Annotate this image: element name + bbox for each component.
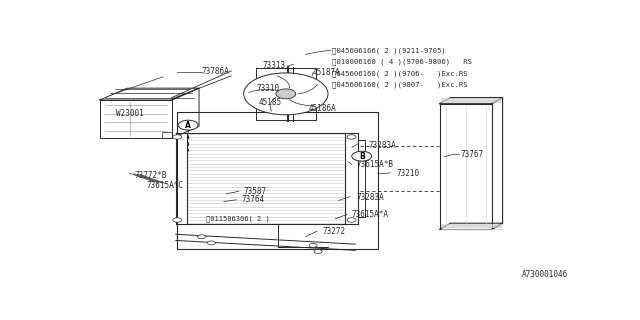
- Text: 73283A: 73283A: [356, 193, 385, 202]
- Text: 73283A: 73283A: [369, 141, 396, 150]
- Text: 45187A: 45187A: [312, 68, 340, 77]
- Circle shape: [352, 151, 372, 161]
- Text: Ⓑ010006160 ( 4 )(9706-9806)   RS: Ⓑ010006160 ( 4 )(9706-9806) RS: [332, 59, 472, 65]
- Text: 73310: 73310: [256, 84, 279, 93]
- Text: 73615A*C: 73615A*C: [147, 180, 184, 189]
- Text: 45185: 45185: [259, 99, 282, 108]
- Text: 45186A: 45186A: [308, 104, 336, 113]
- Circle shape: [198, 235, 205, 239]
- Text: Ⓑ011506306( 2 ): Ⓑ011506306( 2 ): [207, 215, 270, 222]
- Circle shape: [276, 89, 296, 99]
- Text: B: B: [359, 152, 365, 161]
- Circle shape: [173, 135, 182, 139]
- Circle shape: [173, 218, 182, 222]
- Text: 73764: 73764: [241, 195, 264, 204]
- Text: 73615A*A: 73615A*A: [352, 210, 389, 219]
- Text: Ⓑ045606160( 2 )(9807-   )Exc.RS: Ⓑ045606160( 2 )(9807- )Exc.RS: [332, 81, 468, 88]
- Text: 73272: 73272: [322, 227, 345, 236]
- Circle shape: [347, 135, 356, 139]
- Circle shape: [347, 218, 356, 222]
- Circle shape: [244, 73, 328, 115]
- Text: 73210: 73210: [396, 169, 420, 178]
- Circle shape: [314, 250, 322, 253]
- Text: A: A: [185, 121, 191, 130]
- Circle shape: [207, 241, 216, 245]
- Circle shape: [309, 244, 317, 247]
- Text: A730001046: A730001046: [522, 270, 568, 279]
- Circle shape: [178, 120, 198, 130]
- Text: Ⓢ045606166( 2 )(9211-9705): Ⓢ045606166( 2 )(9211-9705): [332, 47, 445, 53]
- Text: 73587: 73587: [244, 187, 267, 196]
- Text: 73772*B: 73772*B: [134, 171, 167, 180]
- Bar: [177, 112, 378, 249]
- Text: Ⓑ045606160( 2 )(9706-   )Exc.RS: Ⓑ045606160( 2 )(9706- )Exc.RS: [332, 70, 468, 77]
- Text: 73615A*B: 73615A*B: [356, 160, 394, 169]
- Text: 73786A: 73786A: [202, 67, 229, 76]
- Text: W23001: W23001: [116, 109, 143, 118]
- Text: 73767: 73767: [461, 150, 484, 159]
- Text: 73313: 73313: [262, 60, 285, 69]
